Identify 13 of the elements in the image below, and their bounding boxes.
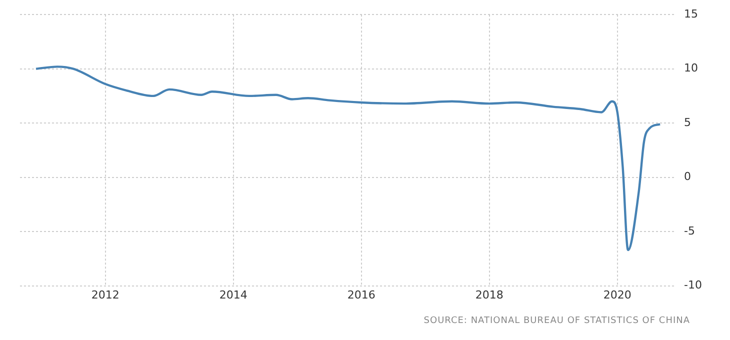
x-tick-label: 2018 <box>475 288 504 302</box>
y-tick-label: -5 <box>684 224 696 238</box>
x-tick-label: 2020 <box>603 288 632 302</box>
y-tick-label: -10 <box>684 278 702 292</box>
line-series <box>34 66 662 252</box>
x-tick-label: 2012 <box>91 288 120 302</box>
y-tick-label: 10 <box>684 62 698 75</box>
y-tick-label: 15 <box>684 7 698 20</box>
x-tick-label: 2016 <box>347 288 376 302</box>
source-note: SOURCE: NATIONAL BUREAU OF STATISTICS OF CHINA <box>424 316 690 326</box>
y-tick-label: 5 <box>684 116 692 129</box>
x-tick-label: 2014 <box>219 288 248 302</box>
y-tick-label: 0 <box>684 170 692 184</box>
